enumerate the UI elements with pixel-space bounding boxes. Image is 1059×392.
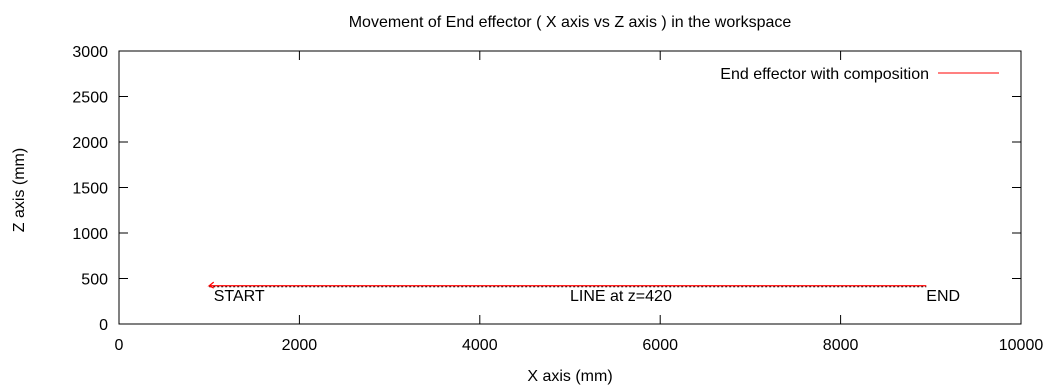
y-tick-label: 0 <box>99 317 108 334</box>
x-tick-label: 0 <box>115 337 124 354</box>
y-tick-label: 1000 <box>72 226 108 243</box>
axes-layer: 0 2000 4000 6000 8000 10000 0 500 1000 1500 2000 25… <box>72 44 1043 354</box>
y-axis-label: Z axis (mm) <box>11 148 28 232</box>
x-tick-label: 4000 <box>462 337 498 354</box>
x-tick-label: 2000 <box>282 337 318 354</box>
series-line-0 <box>207 281 927 289</box>
y-tick-label: 2500 <box>72 90 108 107</box>
annotation-label: LINE at z=420 <box>570 288 672 305</box>
x-tick-label: 10000 <box>999 337 1044 354</box>
annotation-label: START <box>214 288 265 305</box>
x-axis-label: X axis (mm) <box>527 368 612 385</box>
y-tick-label: 2000 <box>72 135 108 152</box>
plot-layer: START LINE at z=420 END <box>207 281 960 305</box>
legend: End effector with composition <box>720 66 999 83</box>
y-tick-label: 1500 <box>72 181 108 198</box>
annotation-label: END <box>926 288 960 305</box>
plot-frame <box>118 50 1022 325</box>
y-tick-label: 3000 <box>72 44 108 61</box>
y-tick-label: 500 <box>81 272 108 289</box>
x-tick-label: 8000 <box>823 337 859 354</box>
legend-label: End effector with composition <box>720 66 929 83</box>
x-tick-label: 6000 <box>642 337 678 354</box>
chart-title: Movement of End effector ( X axis vs Z a… <box>349 14 792 31</box>
